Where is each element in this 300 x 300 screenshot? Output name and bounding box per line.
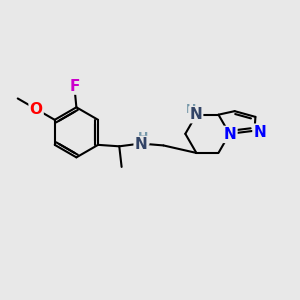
- Text: N: N: [254, 125, 266, 140]
- Text: N: N: [224, 127, 236, 142]
- Text: O: O: [30, 102, 43, 117]
- Text: H: H: [186, 103, 196, 116]
- Text: H: H: [138, 131, 148, 144]
- Text: N: N: [189, 107, 202, 122]
- Text: N: N: [135, 137, 147, 152]
- Text: F: F: [69, 79, 80, 94]
